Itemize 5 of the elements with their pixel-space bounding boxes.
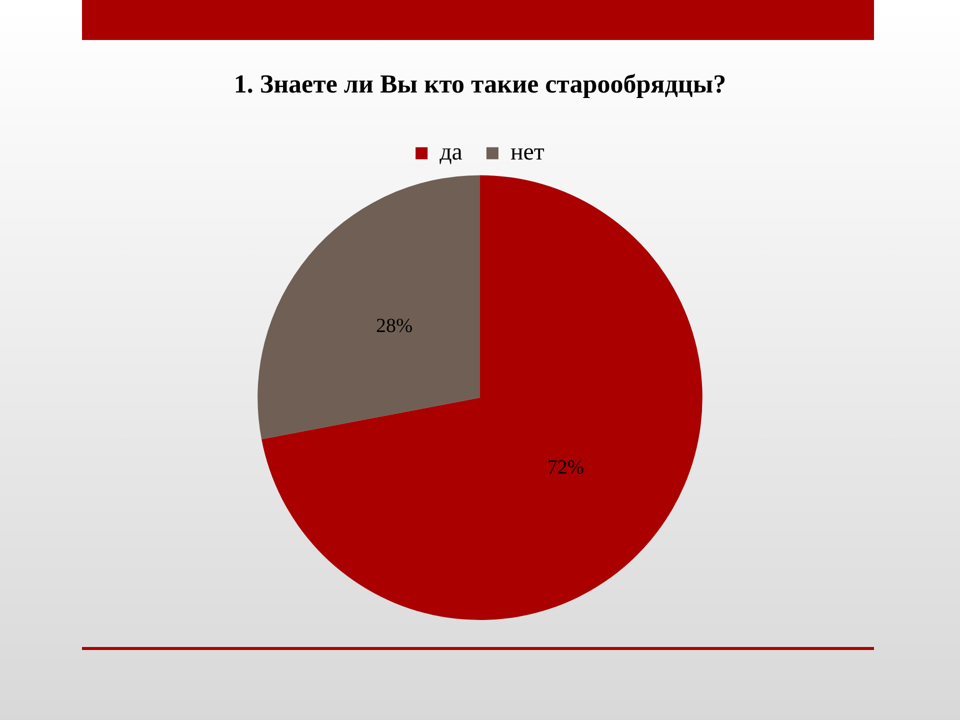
chart-title: 1. Знаете ли Вы кто такие старообрядцы? xyxy=(234,69,726,98)
legend-label: да xyxy=(440,139,463,166)
legend-label: нет xyxy=(510,139,545,166)
data-label: 28% xyxy=(376,314,413,337)
data-label: 72% xyxy=(547,456,584,479)
